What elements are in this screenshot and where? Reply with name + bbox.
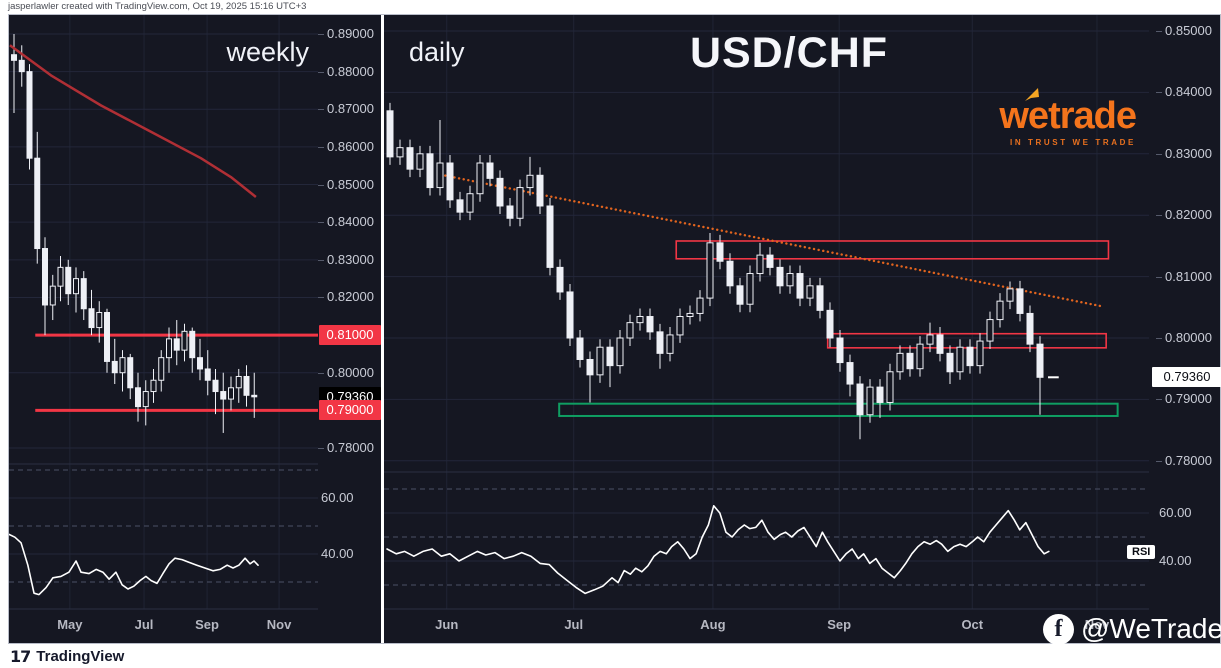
wetrade-arrow-icon bbox=[1025, 88, 1040, 101]
social-handle-text: @WeTrade bbox=[1081, 613, 1221, 644]
price-axis-label: 0.84000 bbox=[318, 214, 389, 230]
price-axis-label: 0.85000 bbox=[1156, 23, 1221, 39]
price-axis-label: 0.78000 bbox=[318, 440, 389, 456]
price-axis-label: 0.80000 bbox=[1156, 330, 1221, 346]
price-axis-label: 0.80000 bbox=[318, 365, 389, 381]
chart-image: weekly daily USD/CHF wetrade IN TRUST WE… bbox=[8, 14, 1221, 645]
rsi-axis-label: 60.00 bbox=[321, 490, 354, 505]
price-axis-label: 0.81000 bbox=[1156, 269, 1221, 285]
price-axis-label: 0.83000 bbox=[318, 252, 389, 268]
price-axis-label: 0.87000 bbox=[318, 101, 389, 117]
tradingview-icon: 17 bbox=[10, 647, 31, 666]
tradingview-name: TradingView bbox=[36, 648, 125, 665]
price-axis-label: 0.88000 bbox=[318, 64, 389, 80]
social-handle: f @WeTrade bbox=[1043, 613, 1221, 645]
daily-chart-panel bbox=[384, 15, 1149, 610]
time-axis-label: Jun bbox=[435, 617, 459, 632]
price-axis-label: 0.89000 bbox=[318, 26, 389, 42]
time-axis-label: Jul bbox=[564, 617, 584, 632]
rsi-axis-label: 40.00 bbox=[1159, 553, 1192, 568]
weekly-timeframe-label: weekly bbox=[226, 37, 309, 67]
wetrade-logo: wetrade IN TRUST WE TRADE bbox=[999, 88, 1137, 147]
price-axis-label: 0.82000 bbox=[318, 289, 389, 305]
time-axis-label: Nov bbox=[266, 617, 292, 632]
time-axis-label: Nov bbox=[1084, 617, 1110, 632]
price-axis-label: 0.82000 bbox=[1156, 207, 1221, 223]
wetrade-tagline: IN TRUST WE TRADE bbox=[1010, 138, 1136, 147]
price-axis-label: 0.83000 bbox=[1156, 146, 1221, 162]
price-badge-0.81000: 0.81000 bbox=[319, 325, 381, 346]
time-axis-label: Sep bbox=[195, 617, 219, 632]
weekly-chart-panel bbox=[9, 15, 318, 610]
rsi-axis-label: 60.00 bbox=[1159, 505, 1192, 520]
price-axis-label: 0.85000 bbox=[318, 177, 389, 193]
price-axis-label: 0.79000 bbox=[1156, 391, 1221, 407]
panel-divider bbox=[381, 15, 384, 643]
page-title: USD/CHF bbox=[689, 29, 889, 77]
time-axis-label: May bbox=[57, 617, 83, 632]
facebook-icon: f bbox=[1043, 613, 1074, 645]
rsi-indicator-badge: RSI bbox=[1127, 545, 1156, 559]
tradingview-footer-logo: 17 TradingView bbox=[10, 647, 124, 666]
attribution-text: jasperlawler created with TradingView.co… bbox=[8, 1, 307, 12]
time-axis-label: Sep bbox=[827, 617, 852, 632]
time-axis-label: Oct bbox=[961, 617, 984, 632]
daily-timeframe-label: daily bbox=[409, 37, 465, 67]
price-axis-label: 0.84000 bbox=[1156, 84, 1221, 100]
price-axis-label: 0.86000 bbox=[318, 139, 389, 155]
price-axis-label: 0.78000 bbox=[1156, 453, 1221, 469]
rsi-axis-label: 40.00 bbox=[321, 546, 354, 561]
wetrade-wordmark: wetrade bbox=[999, 88, 1137, 135]
price-badge-0.79360: 0.79360 bbox=[1152, 367, 1221, 388]
time-axis-label: Jul bbox=[134, 617, 154, 632]
time-axis-label: Aug bbox=[700, 617, 726, 632]
price-badge-0.79000: 0.79000 bbox=[319, 400, 381, 421]
